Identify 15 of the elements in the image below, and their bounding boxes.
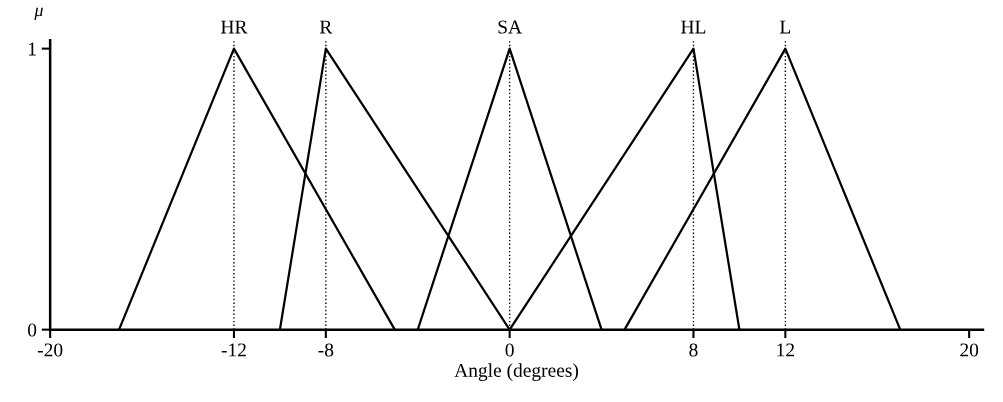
series-label: HR (221, 20, 248, 34)
x-axis-title: Angle (degrees) (454, 363, 579, 381)
series-label: SA (498, 20, 522, 34)
x-tick-label: 0 (505, 343, 514, 357)
x-tick-label: -20 (37, 343, 63, 357)
x-tick-label: -12 (221, 343, 246, 357)
x-tick-label: 8 (689, 343, 698, 357)
series-label: HL (681, 20, 706, 34)
series-label: R (319, 20, 333, 34)
y-tick-label: 1 (28, 42, 36, 56)
x-tick-label: 12 (777, 343, 794, 357)
x-tick-label: -8 (318, 343, 334, 357)
y-axis-title: μ (34, 7, 43, 20)
series-label: L (779, 20, 791, 34)
x-tick-label: 20 (960, 343, 979, 357)
